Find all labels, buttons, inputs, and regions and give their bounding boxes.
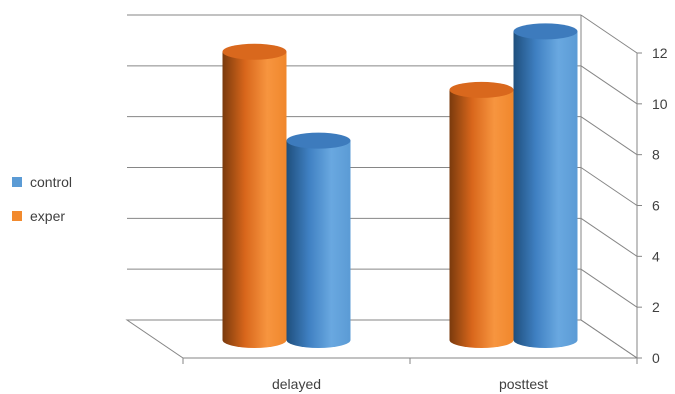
x-axis-ticks: delayed posttest xyxy=(182,358,638,392)
side-gridline xyxy=(580,65,638,105)
legend-label-control: control xyxy=(30,174,73,190)
x-tick-label: delayed xyxy=(272,376,321,392)
y-tick-label: 8 xyxy=(652,147,660,163)
y-tick-label: 2 xyxy=(652,299,660,315)
x-tick-label: posttest xyxy=(499,376,548,392)
bar-body xyxy=(286,140,351,348)
side-gridline xyxy=(580,268,638,308)
bar-body xyxy=(449,89,514,348)
y-tick-label: 0 xyxy=(652,350,660,366)
bar-body xyxy=(222,51,287,348)
y-tick-label: 10 xyxy=(652,96,668,112)
legend-item-control: control xyxy=(12,172,72,192)
side-gridline xyxy=(580,217,638,257)
side-gridline xyxy=(580,116,638,156)
bar xyxy=(513,23,578,348)
bar-top xyxy=(513,23,578,40)
legend-label-exper: exper xyxy=(30,208,66,224)
bars xyxy=(222,23,578,348)
legend: control exper xyxy=(12,172,72,240)
side-gridline xyxy=(580,167,638,206)
y-axis-ticks: 0 2 4 6 8 10 12 xyxy=(637,45,668,366)
bar xyxy=(222,43,287,348)
legend-swatch-control xyxy=(12,177,22,187)
side-gridline xyxy=(580,14,638,54)
bar-top xyxy=(286,132,351,149)
legend-item-exper: exper xyxy=(12,206,72,226)
side-gridline xyxy=(580,319,638,359)
bar-top xyxy=(222,43,287,60)
y-tick-label: 12 xyxy=(652,45,668,61)
bar xyxy=(286,132,351,348)
bar-top xyxy=(449,81,514,98)
bar-body xyxy=(513,31,578,348)
bar xyxy=(449,81,514,348)
gridlines xyxy=(127,14,638,359)
y-tick-label: 4 xyxy=(652,248,660,264)
legend-swatch-exper xyxy=(12,211,22,221)
y-tick-label: 6 xyxy=(652,198,660,214)
